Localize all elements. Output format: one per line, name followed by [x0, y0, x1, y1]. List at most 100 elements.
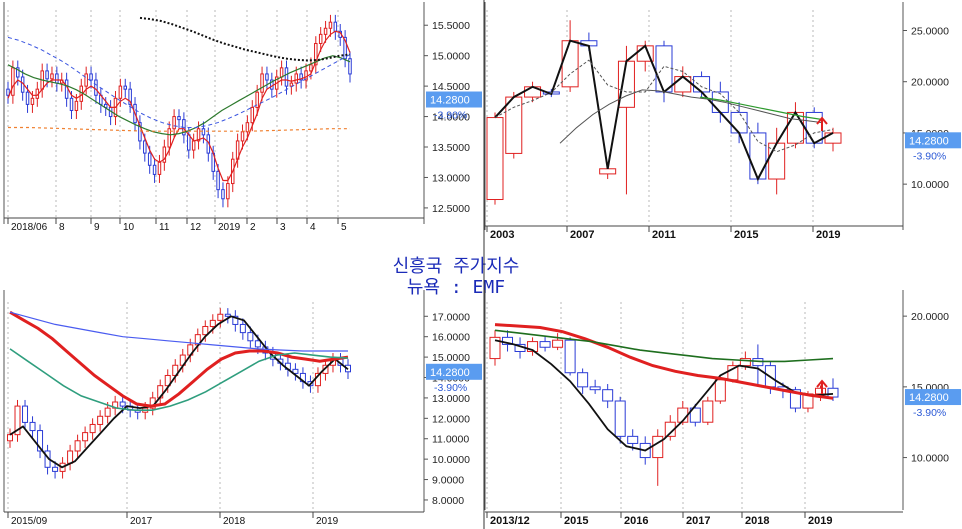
last-price-box	[426, 91, 482, 108]
last-price-label: 14.2800	[430, 95, 470, 107]
candle-body	[294, 73, 299, 84]
candle-body	[177, 116, 181, 121]
candle-body	[224, 313, 231, 317]
candle-body	[270, 79, 274, 90]
y-tick-label: 15.0000	[432, 352, 470, 364]
candle-body	[97, 415, 104, 425]
ma-short-line	[9, 315, 349, 469]
candle-body	[45, 70, 49, 80]
y-tick-label: 17.0000	[432, 311, 470, 323]
candle-body	[617, 60, 635, 108]
ma-teal-line	[9, 348, 349, 412]
candle-body	[614, 400, 626, 437]
candle-body	[74, 100, 79, 111]
candle-body	[655, 45, 673, 93]
y-tick-label: 15.5000	[432, 20, 470, 32]
y-tick-label: 10.0000	[911, 453, 949, 465]
candle-body	[284, 67, 289, 87]
x-tick-label: 2017	[130, 516, 153, 527]
candle-body	[674, 76, 692, 93]
candle-body	[714, 379, 726, 402]
candle-body	[279, 67, 284, 78]
candle-body	[30, 97, 35, 105]
candle-body	[22, 405, 29, 423]
candle-body	[730, 111, 748, 134]
candle-body	[314, 42, 318, 66]
ma-mid-line	[7, 55, 351, 136]
x-tick-label: 2019	[808, 515, 832, 527]
chart-monthly: 2013/12 2015 2016 2017 2018 201920.000015.000…	[484, 290, 961, 527]
ma-red-line	[494, 323, 834, 400]
candle-body	[217, 313, 224, 321]
candle-body	[138, 122, 142, 142]
candle-body	[652, 435, 664, 459]
change-label: -3.90%	[434, 110, 467, 122]
x-tick-label: 2016	[624, 515, 648, 527]
candle-body	[489, 336, 501, 360]
candle-body	[602, 389, 614, 402]
candle-body	[689, 407, 701, 423]
candle-body	[143, 140, 147, 154]
x-tick-label: 2	[250, 222, 256, 233]
candle-body	[167, 128, 171, 148]
y-tick-label: 20.0000	[911, 311, 949, 323]
candle-body	[552, 339, 564, 348]
change-label: -3.90%	[913, 150, 946, 162]
ma-fast-line	[7, 30, 351, 182]
candle-body	[118, 85, 123, 99]
candle-body	[82, 432, 89, 442]
candle-body	[768, 142, 786, 180]
candle-body	[527, 341, 539, 353]
candle-body	[627, 435, 639, 444]
candle-body	[309, 64, 313, 72]
y-tick-label: 10.0000	[911, 179, 949, 191]
candle-body	[11, 67, 15, 96]
candle-body	[333, 21, 338, 32]
y-tick-label: 13.0000	[432, 172, 470, 184]
candle-body	[7, 434, 13, 442]
up-arrow-icon	[816, 379, 828, 394]
candle-body	[74, 440, 81, 452]
last-price-box	[905, 132, 961, 149]
x-tick-label: 2018	[223, 516, 246, 527]
candle-body	[37, 430, 44, 452]
ma-blue-line	[9, 311, 348, 352]
x-tick-label: 2015	[564, 515, 588, 527]
candle-body	[216, 170, 220, 191]
x-tick-label: 2013/12	[490, 515, 530, 527]
candle-body	[343, 36, 347, 60]
title-line-1: 신흥국 주가지수	[393, 256, 520, 277]
candle-body	[814, 387, 826, 395]
candle-body	[789, 389, 801, 409]
candle-body	[50, 73, 54, 80]
candle-body	[502, 336, 514, 345]
candle-body	[328, 21, 333, 29]
change-label: -3.90%	[434, 382, 467, 394]
candle-body	[255, 91, 259, 108]
candle-body	[123, 85, 128, 90]
candle-body	[245, 122, 250, 133]
x-tick-label: 4	[310, 222, 316, 233]
last-price-box	[905, 389, 961, 406]
candle-body	[265, 73, 269, 81]
y-tick-label: 11.0000	[432, 434, 469, 446]
candle-body	[29, 421, 36, 432]
candle-body	[84, 73, 88, 87]
candle-body	[539, 341, 551, 348]
candle-body	[209, 319, 216, 327]
up-arrow-icon	[816, 116, 828, 131]
candle-body	[260, 73, 264, 93]
candle-body	[786, 111, 804, 144]
x-tick-label: 8	[59, 222, 65, 233]
x-tick-label: 2018/06	[11, 222, 48, 233]
candle-body	[240, 131, 245, 142]
x-tick-label: 2019	[816, 229, 840, 241]
x-tick-label: 9	[94, 222, 100, 233]
candle-body	[289, 82, 294, 87]
candle-body	[250, 106, 255, 124]
candle-body	[157, 161, 162, 175]
y-tick-label: 10.0000	[432, 454, 470, 466]
candle-body	[94, 79, 98, 96]
candle-body	[824, 132, 842, 144]
ma-red-line	[9, 310, 349, 408]
